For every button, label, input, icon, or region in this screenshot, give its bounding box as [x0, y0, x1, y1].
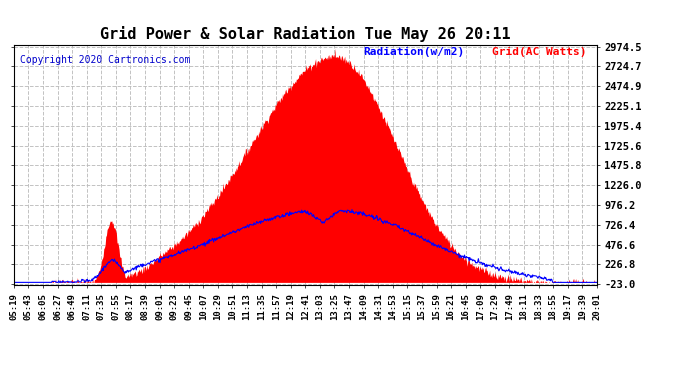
Text: Copyright 2020 Cartronics.com: Copyright 2020 Cartronics.com	[19, 55, 190, 64]
Text: Radiation(w/m2): Radiation(w/m2)	[364, 47, 465, 57]
Title: Grid Power & Solar Radiation Tue May 26 20:11: Grid Power & Solar Radiation Tue May 26 …	[100, 27, 511, 42]
Text: Grid(AC Watts): Grid(AC Watts)	[492, 47, 586, 57]
